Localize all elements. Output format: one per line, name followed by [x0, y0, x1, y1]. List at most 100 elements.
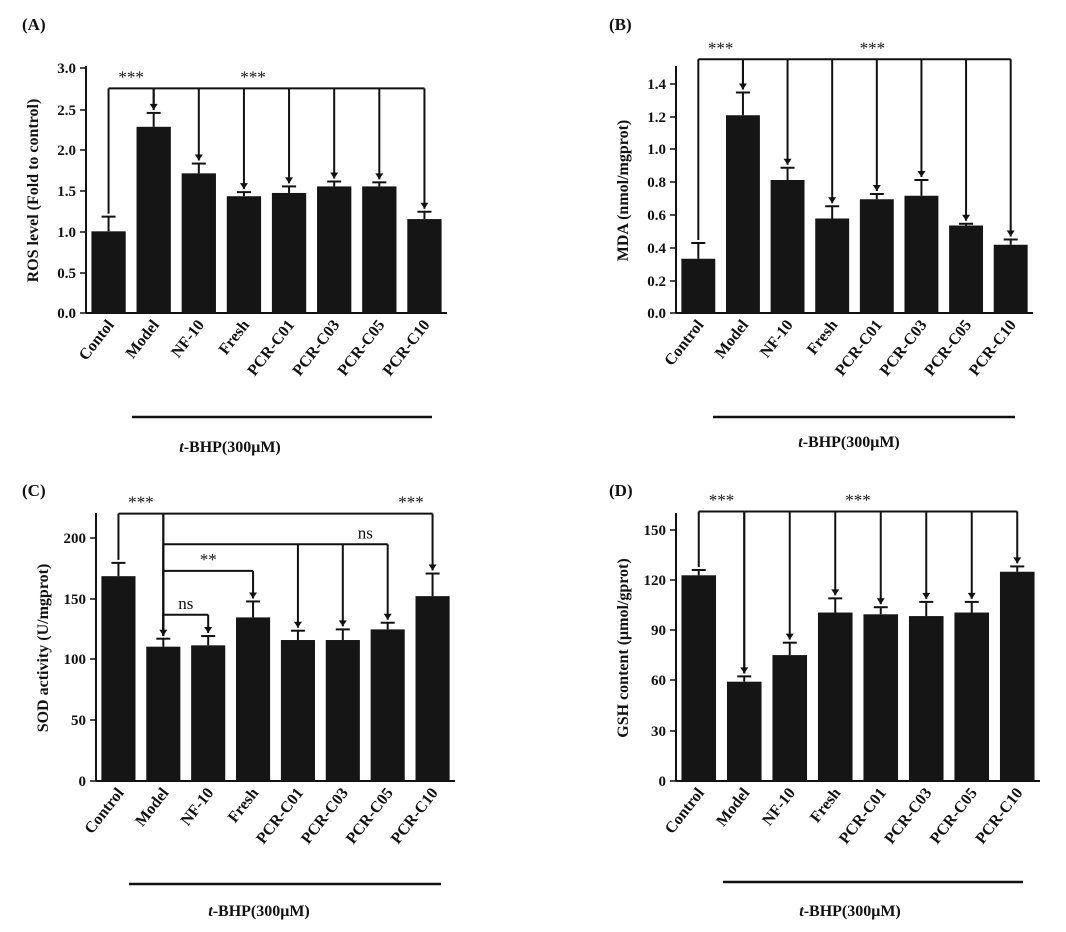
y-tick-label: 120 — [644, 573, 667, 589]
significance-label: *** — [708, 38, 734, 57]
treatment-prefix: t — [799, 903, 804, 920]
y-tick-label: 2.5 — [57, 103, 76, 119]
bar — [370, 629, 405, 781]
bar — [226, 196, 262, 313]
bracket-arrow — [831, 589, 840, 596]
bar — [904, 195, 939, 313]
bar — [325, 640, 360, 781]
treatment-suffix: -BHP(300μM) — [803, 434, 900, 451]
x-category-label: PCR-C10 — [380, 317, 434, 379]
y-tick-label: 200 — [64, 531, 87, 547]
y-tick-label: 1.2 — [647, 110, 666, 126]
x-category-label: Fresh — [804, 317, 841, 358]
bar — [280, 640, 315, 781]
panel-label: (D) — [609, 481, 633, 500]
bar — [681, 575, 717, 781]
panel-a: (A) 0.0 0.5 1.0 1.5 2.0 2.5 3.0 ROS level (Fold … — [22, 15, 447, 456]
y-tick-label: 100 — [64, 652, 87, 668]
x-category-label: Model — [123, 317, 164, 362]
x-category-label: Model — [712, 317, 753, 362]
x-category-label: Model — [132, 785, 173, 830]
x-category-label: PCR-C10 — [388, 785, 442, 847]
treatment-suffix: -BHP(300μM) — [213, 903, 310, 920]
bracket-arrow — [239, 183, 248, 190]
x-category-label: Model — [713, 785, 754, 830]
y-axis-title: MDA (nmol/mgprot) — [615, 120, 632, 261]
bar — [993, 244, 1028, 313]
bracket-arrow — [194, 154, 203, 161]
bracket-arrow — [1006, 230, 1015, 237]
y-tick-label: 150 — [64, 592, 87, 608]
bar — [191, 645, 226, 781]
x-category-label: Fresh — [216, 317, 253, 358]
bar — [362, 186, 397, 313]
treatment-label: t-BHP(300μM) — [799, 903, 901, 920]
y-tick-label: 2.0 — [57, 143, 76, 159]
y-axis-title: ROS level (Fold to control) — [25, 99, 42, 283]
x-category-label: Fresh — [807, 785, 844, 826]
x-category-label: NF-10 — [178, 785, 218, 829]
bracket-arrow — [428, 564, 437, 571]
y-tick-label: 0.0 — [57, 306, 76, 322]
significance-label: ns — [358, 523, 373, 542]
treatment-prefix: t — [798, 434, 803, 451]
bar — [859, 199, 894, 313]
panel-c: (C) 0 50 100 150 200 SOD activity (U/mgprot) Co… — [22, 481, 455, 920]
bracket-arrow — [338, 620, 347, 627]
significance-label: *** — [845, 490, 871, 509]
bar — [181, 173, 216, 313]
x-category-label: NF-10 — [757, 317, 797, 361]
y-tick-label: 30 — [651, 724, 666, 740]
x-category-label: Contol — [76, 317, 118, 364]
bar — [772, 655, 808, 781]
bar — [317, 186, 352, 313]
bar — [726, 681, 762, 781]
bracket-arrow — [828, 197, 837, 204]
bar — [815, 218, 850, 313]
bar — [999, 571, 1035, 781]
x-category-label: PCR-C10 — [973, 785, 1027, 847]
significance-label: *** — [398, 493, 424, 512]
y-axis-title: SOD activity (U/mgprot) — [35, 564, 52, 733]
bar — [136, 126, 171, 313]
y-tick-label: 1.5 — [57, 184, 76, 200]
bracket-arrow — [785, 633, 794, 640]
panel-d: (D) 0 30 60 90 120 150 GSH content (μmol/gprot)… — [609, 481, 1040, 920]
bar — [236, 617, 271, 781]
significance-label: ** — [200, 550, 217, 569]
x-category-label: PCR-C10 — [966, 317, 1020, 379]
panel-label: (A) — [22, 15, 46, 34]
bar — [949, 225, 984, 313]
treatment-prefix: t — [208, 903, 213, 920]
bracket-arrow — [204, 627, 213, 634]
y-tick-label: 0 — [659, 774, 667, 790]
bracket-arrow — [285, 177, 294, 184]
treatment-label: t-BHP(300μM) — [798, 434, 900, 451]
bracket-arrow — [330, 172, 339, 179]
significance-label: *** — [709, 490, 735, 509]
bar — [91, 231, 126, 313]
x-category-label: Control — [661, 317, 707, 370]
y-tick-label: 150 — [644, 523, 667, 539]
bracket-arrow — [922, 592, 931, 599]
y-tick-label: 0 — [79, 774, 87, 790]
y-tick-label: 1.0 — [647, 142, 666, 158]
treatment-suffix: -BHP(300μM) — [804, 903, 901, 920]
bar — [954, 612, 990, 781]
x-category-label: Control — [662, 785, 708, 838]
y-tick-label: 0.5 — [57, 266, 76, 282]
y-axis-title: GSH content (μmol/gprot) — [615, 558, 632, 737]
y-tick-label: 60 — [651, 673, 666, 689]
bar — [415, 596, 450, 781]
bracket-arrow — [783, 158, 792, 165]
bracket-arrow — [917, 171, 926, 177]
bracket-arrow — [872, 185, 881, 191]
bracket-arrow — [962, 214, 971, 221]
significance-label: *** — [128, 493, 154, 512]
y-tick-label: 1.4 — [647, 77, 666, 93]
bracket-arrow — [249, 592, 258, 599]
panel-label: (C) — [22, 481, 46, 500]
bar — [770, 180, 805, 313]
significance-label: *** — [240, 67, 266, 86]
bracket-arrow — [967, 592, 976, 599]
